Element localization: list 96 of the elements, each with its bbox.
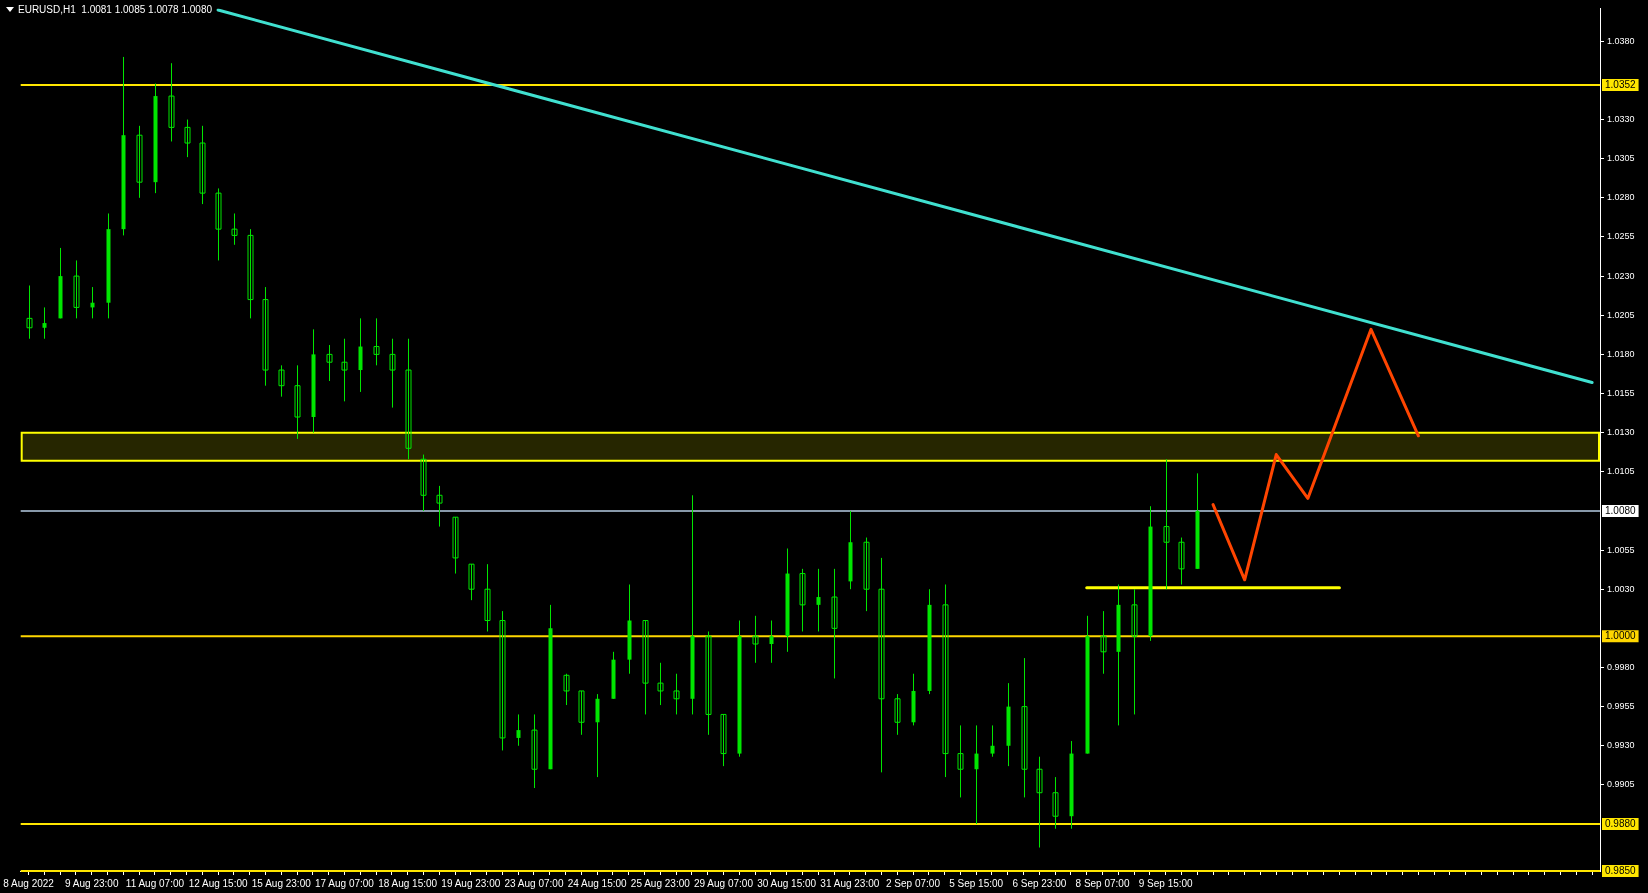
y-tick-label: 1.0030 xyxy=(1607,583,1635,594)
y-tick-label: 0.9955 xyxy=(1607,701,1635,712)
candlestick xyxy=(294,364,301,440)
candlestick xyxy=(468,563,475,601)
ref-line-label: 0.9850 xyxy=(1605,864,1637,876)
x-tick-label: 23 Aug 07:00 xyxy=(504,877,564,889)
x-tick-label: 30 Aug 15:00 xyxy=(757,877,817,889)
candlestick xyxy=(705,630,712,736)
candlestick xyxy=(452,516,459,575)
candlestick xyxy=(278,364,285,398)
x-tick-label: 29 Aug 07:00 xyxy=(694,877,754,889)
candlestick xyxy=(1163,458,1170,590)
x-tick-label: 8 Sep 07:00 xyxy=(1075,877,1130,889)
candlestick xyxy=(578,690,585,736)
candlestick xyxy=(957,724,964,798)
ref-line-label: 1.0352 xyxy=(1605,78,1637,90)
candlestick xyxy=(642,620,649,715)
candlestick xyxy=(420,454,427,512)
y-tick-label: 0.9930 xyxy=(1607,740,1635,751)
ref-line-label: 1.0080 xyxy=(1605,504,1637,516)
candlestick xyxy=(831,568,838,679)
x-tick-label: 12 Aug 15:00 xyxy=(188,877,249,889)
y-tick-label: 1.0130 xyxy=(1607,427,1635,438)
candlestick xyxy=(752,615,759,664)
candlestick xyxy=(358,317,363,393)
x-tick-label: 8 Aug 2022 xyxy=(3,877,55,889)
candlestick xyxy=(389,338,396,409)
x-tick-label: 25 Aug 23:00 xyxy=(630,877,691,889)
y-tick-label: 1.0055 xyxy=(1607,544,1635,555)
candlestick xyxy=(405,338,412,460)
candlestick xyxy=(1052,776,1059,830)
x-tick-label: 24 Aug 15:00 xyxy=(567,877,628,889)
candlestick xyxy=(1131,588,1138,715)
y-tick-label: 1.0255 xyxy=(1607,231,1635,242)
candlestick xyxy=(499,610,506,751)
candlestick xyxy=(563,673,570,706)
candlestick xyxy=(942,584,949,778)
chart-title: EURUSD,H1 1.0081 1.0085 1.0078 1.0080 xyxy=(18,4,213,15)
candlestick xyxy=(42,306,47,340)
candlestick xyxy=(341,338,348,402)
x-tick-label: 9 Aug 23:00 xyxy=(65,877,119,889)
y-tick-label: 0.9980 xyxy=(1607,661,1635,672)
candlestick xyxy=(1178,537,1185,586)
x-tick-label: 6 Sep 23:00 xyxy=(1012,877,1067,889)
y-tick-label: 1.0280 xyxy=(1607,192,1635,203)
candlestick xyxy=(136,125,143,199)
y-tick-label: 1.0380 xyxy=(1607,35,1635,46)
y-tick-label: 1.0230 xyxy=(1607,270,1635,281)
x-tick-label: 11 Aug 07:00 xyxy=(125,877,185,889)
candlestick xyxy=(26,285,33,340)
candlestick xyxy=(199,125,206,205)
candlestick xyxy=(231,212,238,246)
candlestick xyxy=(1036,756,1043,849)
candlestick xyxy=(531,713,538,789)
y-tick-label: 0.9905 xyxy=(1607,779,1635,790)
candlestick xyxy=(990,724,995,758)
candlestick xyxy=(1021,657,1028,798)
candlestick xyxy=(894,693,901,736)
candlestick xyxy=(974,724,979,825)
x-tick-label: 19 Aug 23:00 xyxy=(441,877,501,889)
candlestick xyxy=(215,187,222,261)
y-tick-label: 1.0205 xyxy=(1607,309,1635,320)
y-tick-label: 1.0330 xyxy=(1607,114,1635,125)
candlestick xyxy=(484,563,491,632)
x-tick-label: 17 Aug 07:00 xyxy=(314,877,375,889)
candlestick xyxy=(863,537,870,612)
x-tick-label: 9 Sep 15:00 xyxy=(1138,877,1194,889)
candlestick xyxy=(799,568,806,632)
candlestick xyxy=(262,286,269,387)
candlestick xyxy=(73,259,80,319)
y-tick-label: 1.0155 xyxy=(1607,388,1635,398)
x-tick-label: 18 Aug 15:00 xyxy=(378,877,438,889)
candlestick xyxy=(657,662,664,706)
candlestick xyxy=(816,568,821,632)
y-tick-label: 1.0180 xyxy=(1607,348,1635,359)
candlestick xyxy=(247,228,254,319)
candlestick xyxy=(673,673,680,715)
x-tick-label: 31 Aug 23:00 xyxy=(820,877,880,889)
candlestick xyxy=(373,317,380,366)
candlestick xyxy=(595,693,600,778)
y-tick-label: 1.0105 xyxy=(1607,466,1635,477)
candlestick xyxy=(878,557,885,773)
x-tick-label: 5 Sep 15:00 xyxy=(949,877,1004,889)
candlestick xyxy=(436,485,443,528)
x-tick-label: 15 Aug 23:00 xyxy=(251,877,312,889)
x-tick-label: 2 Sep 07:00 xyxy=(886,877,941,889)
ref-line-label: 0.9880 xyxy=(1605,817,1637,829)
candlestick xyxy=(769,620,774,664)
candlestick xyxy=(326,344,333,382)
y-tick-label: 1.0305 xyxy=(1607,153,1635,164)
candlestick xyxy=(184,119,191,158)
ref-line-label: 1.0000 xyxy=(1605,629,1637,641)
candlestick xyxy=(1100,610,1107,675)
candlestick xyxy=(168,62,175,142)
candlestick xyxy=(516,713,521,747)
candlestick xyxy=(720,713,727,767)
